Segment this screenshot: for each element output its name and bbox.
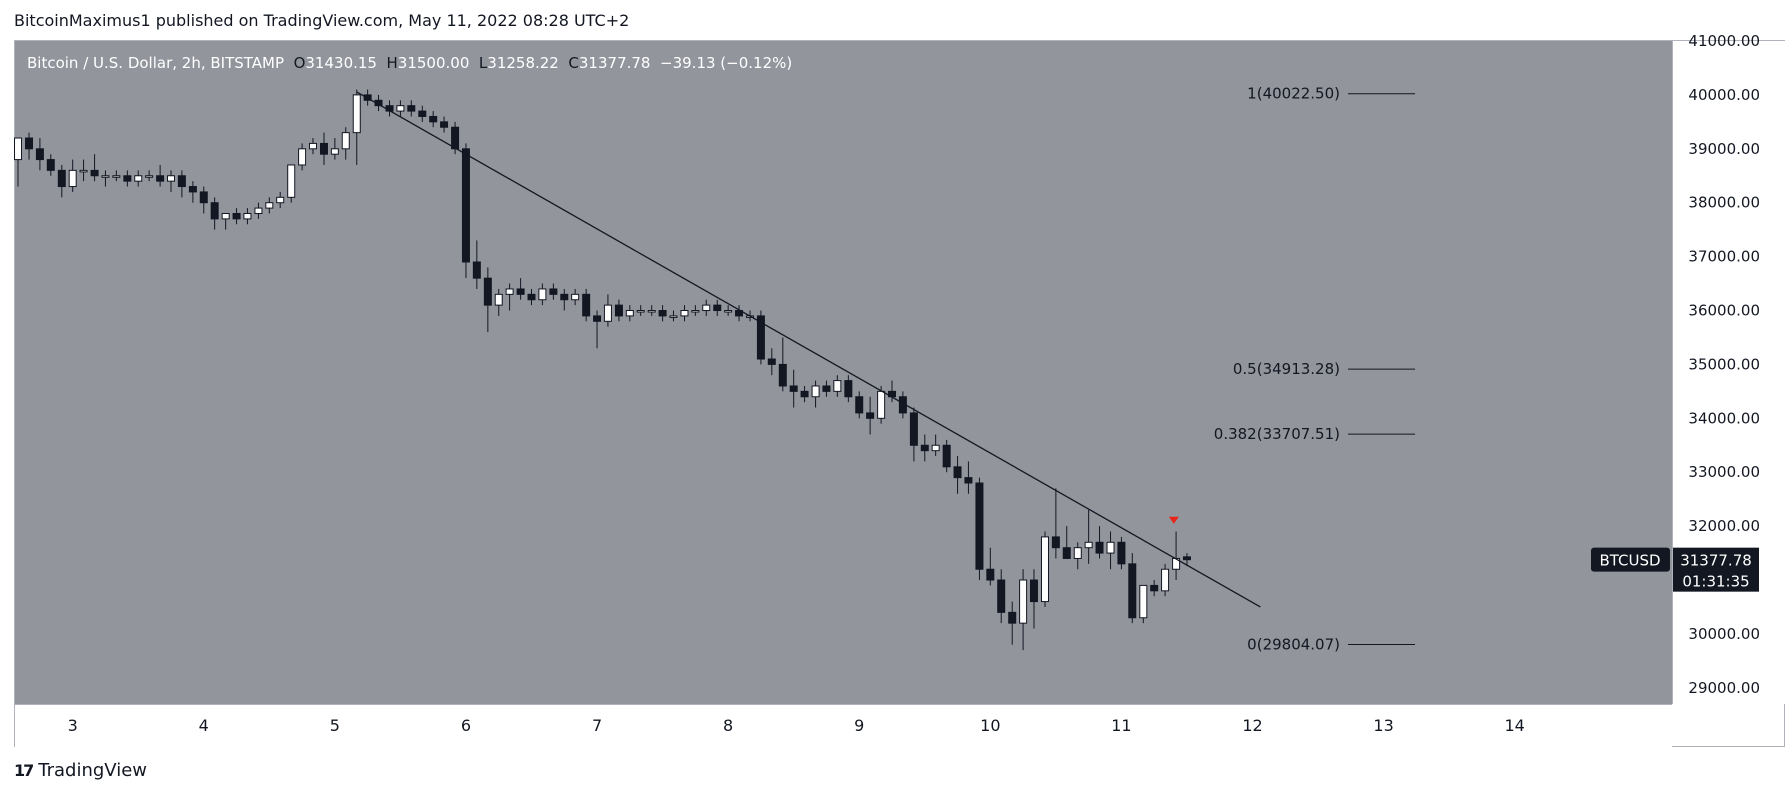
- legend-low-value: 31258.22: [487, 54, 559, 72]
- currency-badge[interactable]: USD: [1702, 51, 1747, 75]
- legend-change: −39.13 (−0.12%): [660, 54, 793, 72]
- legend-close-label: C: [568, 54, 579, 72]
- tradingview-logo-icon: 17: [14, 761, 34, 780]
- tradingview-logo[interactable]: 17 TradingView: [14, 760, 147, 781]
- legend-high-label: H: [386, 54, 398, 72]
- legend-high-value: 31500.00: [397, 54, 470, 72]
- time-axis[interactable]: [15, 704, 1672, 747]
- legend-open-value: 31430.15: [305, 54, 377, 72]
- ohlc-legend: Bitcoin / U.S. Dollar, 2h, BITSTAMP O314…: [27, 54, 792, 72]
- price-axis[interactable]: [1672, 41, 1785, 704]
- legend-close-value: 31377.78: [578, 54, 651, 72]
- legend-open-label: O: [293, 54, 306, 72]
- tradingview-brand-name: TradingView: [38, 760, 148, 781]
- legend-symbol: Bitcoin / U.S. Dollar, 2h, BITSTAMP: [27, 54, 285, 72]
- publisher-credit: BitcoinMaximus1 published on TradingView…: [14, 11, 630, 30]
- plot-area[interactable]: [15, 41, 1672, 704]
- legend-low-label: L: [478, 54, 488, 72]
